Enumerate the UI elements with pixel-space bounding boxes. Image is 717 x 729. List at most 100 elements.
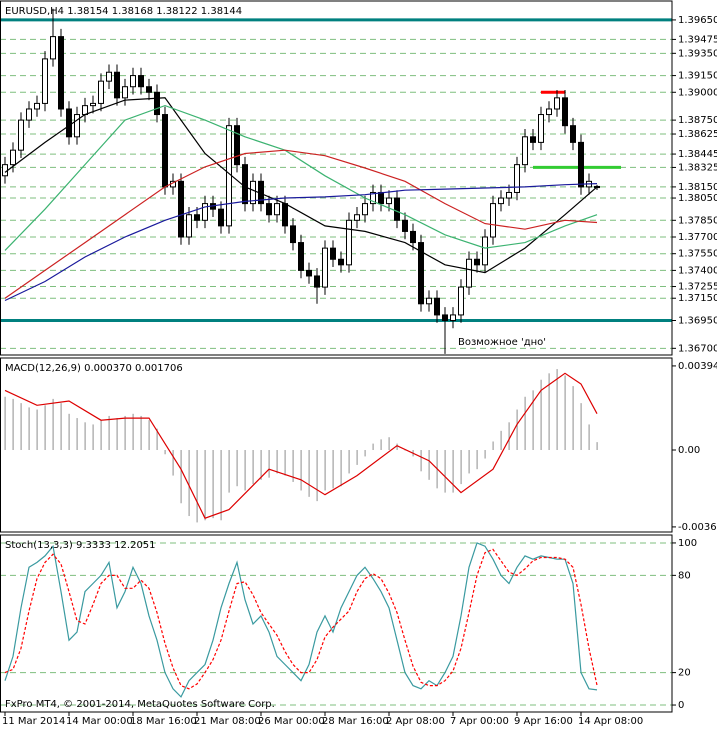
histogram-bar <box>260 450 262 480</box>
copyright: FxPro MT4, © 2001-2014, MetaQuotes Softw… <box>5 699 275 710</box>
histogram-bar <box>292 450 294 482</box>
candle-body <box>178 180 184 238</box>
histogram-bar <box>508 422 510 451</box>
candle-body <box>114 71 120 99</box>
candle-body <box>442 314 448 321</box>
candle-body <box>202 203 208 221</box>
candle-body <box>538 114 544 143</box>
y-tick-label: 1.38750 <box>678 115 717 126</box>
y-tick-label: 1.37550 <box>678 249 717 260</box>
candle-body <box>514 164 520 193</box>
candle-body <box>282 203 288 227</box>
histogram-bar <box>116 418 118 451</box>
histogram-bar <box>108 415 110 451</box>
candle-body <box>26 108 32 121</box>
candle-body <box>546 108 552 116</box>
histogram-bar <box>20 403 22 451</box>
histogram-bar <box>324 450 326 491</box>
panel-frame <box>0 357 673 533</box>
histogram-bar <box>28 407 30 451</box>
histogram-bar <box>500 430 502 451</box>
candle-body <box>522 136 528 166</box>
candle-body <box>130 75 136 88</box>
histogram-bar <box>60 403 62 451</box>
candle-body <box>42 58 48 104</box>
histogram-bar <box>172 450 174 476</box>
histogram-bar <box>460 450 462 485</box>
histogram-bar <box>524 396 526 451</box>
histogram-bar <box>572 386 574 451</box>
histogram-bar <box>396 443 398 451</box>
histogram-bar <box>220 450 222 521</box>
histogram-bar <box>372 443 374 451</box>
histogram-bar <box>356 450 358 465</box>
candle-body <box>82 105 88 116</box>
panel-title: Stoch(13,3,3) 9.3333 12.2051 <box>5 540 156 551</box>
histogram-bar <box>532 390 534 451</box>
indicator-line <box>4 542 598 698</box>
histogram-bar <box>244 450 246 491</box>
candle-body <box>418 242 424 305</box>
candle-body <box>274 203 280 216</box>
candle-body <box>378 191 384 205</box>
candle-body <box>10 149 16 166</box>
histogram-bar <box>284 450 286 476</box>
histogram-bar <box>340 450 342 487</box>
candle-body <box>474 258 480 266</box>
candle-body <box>386 197 392 205</box>
y-tick-label: 1.39350 <box>678 48 717 59</box>
candle-body <box>410 230 416 244</box>
candle-body <box>362 203 368 216</box>
candle-body <box>354 214 360 221</box>
candle-body <box>394 197 400 221</box>
panel-title: MACD(12,26,9) 0.000370 0.001706 <box>5 363 183 374</box>
x-tick-label: 14 Mar 00:00 <box>66 716 133 727</box>
histogram-bar <box>228 450 230 493</box>
candle-body <box>402 219 408 232</box>
candle-body <box>50 36 56 60</box>
candle-body <box>306 269 312 277</box>
candle-body <box>146 86 152 93</box>
histogram-bar <box>596 442 598 451</box>
y-tick-label: 1.37400 <box>678 265 717 276</box>
histogram-bar <box>428 450 430 480</box>
candle-body <box>482 236 488 266</box>
candle-body <box>554 97 560 110</box>
annotation: Возможное 'дно' <box>458 337 546 348</box>
candle-body <box>98 80 104 104</box>
y-tick-label: -0.003611 <box>678 522 717 533</box>
histogram-bar <box>148 420 150 451</box>
candle-body <box>466 258 472 288</box>
histogram-bar <box>556 369 558 451</box>
candle-body <box>242 164 248 205</box>
candle-body <box>458 286 464 316</box>
candle-body <box>450 314 456 321</box>
candle-body <box>322 247 328 288</box>
candle-body <box>250 180 256 205</box>
candle-body <box>570 125 576 143</box>
histogram-bar <box>364 450 366 457</box>
candle-body <box>426 297 432 305</box>
candle-body <box>434 297 440 316</box>
histogram-bar <box>84 422 86 451</box>
histogram-bar <box>516 409 518 451</box>
histogram-bar <box>268 450 270 478</box>
y-tick-label: 80 <box>678 570 691 581</box>
histogram-bar <box>404 450 406 451</box>
histogram-bar <box>52 398 54 451</box>
candle-body <box>338 258 344 266</box>
histogram-bar <box>308 450 310 497</box>
candle-body <box>90 102 96 107</box>
histogram-bar <box>188 450 190 517</box>
histogram-bar <box>332 450 334 489</box>
histogram-bar <box>44 405 46 451</box>
candle-body <box>290 225 296 244</box>
candle-body <box>506 191 512 199</box>
x-tick-label: 26 Mar 00:00 <box>258 716 325 727</box>
x-tick-label: 14 Apr 08:00 <box>578 716 643 727</box>
histogram-bar <box>68 413 70 451</box>
x-tick-label: 9 Apr 16:00 <box>514 716 573 727</box>
histogram-bar <box>452 450 454 493</box>
